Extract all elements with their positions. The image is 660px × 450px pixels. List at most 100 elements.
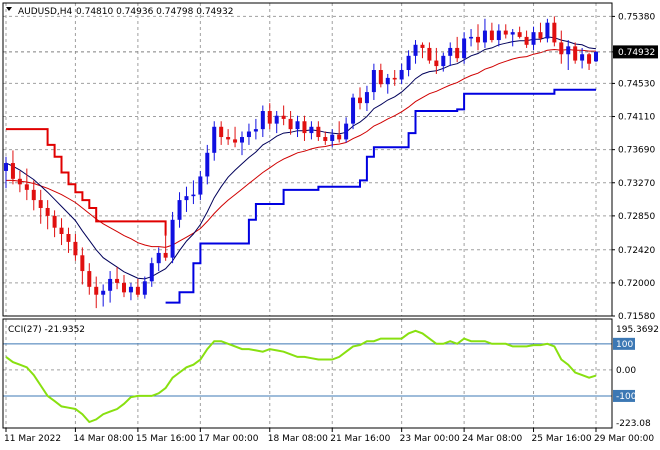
- candle[interactable]: [580, 47, 585, 69]
- candle-body: [122, 282, 126, 293]
- candle[interactable]: [309, 121, 314, 140]
- candle[interactable]: [399, 63, 404, 85]
- candle[interactable]: [462, 32, 467, 64]
- candle[interactable]: [587, 52, 592, 71]
- candle[interactable]: [503, 24, 508, 39]
- candle[interactable]: [378, 63, 383, 88]
- candle[interactable]: [573, 42, 578, 64]
- candle[interactable]: [122, 275, 126, 298]
- candle[interactable]: [10, 150, 15, 185]
- candle[interactable]: [135, 278, 140, 298]
- candle[interactable]: [538, 22, 543, 43]
- candle[interactable]: [288, 111, 293, 135]
- candle[interactable]: [566, 40, 571, 71]
- candle[interactable]: [406, 50, 411, 77]
- candle[interactable]: [448, 42, 453, 67]
- candle[interactable]: [427, 42, 432, 64]
- candle[interactable]: [205, 144, 210, 185]
- chevron-down-icon[interactable]: [6, 7, 12, 11]
- candle[interactable]: [233, 126, 238, 148]
- candle[interactable]: [219, 121, 224, 145]
- candle[interactable]: [177, 192, 182, 228]
- candle[interactable]: [302, 115, 307, 141]
- candle[interactable]: [295, 115, 300, 138]
- candle[interactable]: [101, 284, 106, 307]
- time-axis[interactable]: 11 Mar 2022 14 Mar 08:00 15 Mar 16:00 17 Ma…: [4, 428, 654, 444]
- candle[interactable]: [253, 118, 258, 140]
- candle[interactable]: [274, 111, 279, 134]
- candle[interactable]: [496, 24, 501, 47]
- candle[interactable]: [52, 210, 57, 238]
- candle-body: [559, 42, 564, 55]
- candle[interactable]: [337, 121, 342, 143]
- candle-body: [399, 70, 404, 80]
- candle-body: [149, 263, 154, 282]
- candle[interactable]: [45, 200, 50, 230]
- candle[interactable]: [413, 40, 418, 64]
- candle[interactable]: [73, 234, 78, 261]
- candle-body: [469, 36, 474, 39]
- candle[interactable]: [94, 276, 99, 309]
- candle[interactable]: [316, 121, 321, 141]
- candle-body: [545, 22, 550, 39]
- candle[interactable]: [149, 257, 154, 287]
- candle[interactable]: [323, 131, 328, 145]
- candle[interactable]: [246, 123, 251, 145]
- candle[interactable]: [38, 189, 43, 224]
- candle[interactable]: [80, 247, 85, 285]
- candle[interactable]: [226, 129, 231, 145]
- candle[interactable]: [281, 105, 286, 126]
- candle[interactable]: [524, 30, 529, 48]
- candle[interactable]: [267, 103, 272, 130]
- candle[interactable]: [594, 51, 598, 63]
- candle[interactable]: [170, 211, 175, 264]
- candle[interactable]: [364, 85, 369, 112]
- candle[interactable]: [434, 47, 439, 74]
- candle[interactable]: [531, 26, 536, 51]
- candle[interactable]: [191, 180, 196, 205]
- candle[interactable]: [517, 26, 522, 39]
- candle[interactable]: [128, 282, 133, 301]
- candle[interactable]: [142, 276, 147, 299]
- candle[interactable]: [552, 16, 557, 47]
- candle[interactable]: [559, 30, 564, 64]
- candle[interactable]: [545, 18, 550, 43]
- candle[interactable]: [476, 24, 480, 51]
- candle[interactable]: [482, 18, 487, 48]
- candle[interactable]: [358, 87, 362, 110]
- candle[interactable]: [184, 186, 189, 212]
- cci-axis: 195.3692 100 0.00 -100 -223.08: [613, 325, 659, 429]
- candle-body: [246, 131, 251, 138]
- candle[interactable]: [330, 129, 335, 148]
- candle[interactable]: [163, 234, 168, 261]
- candle[interactable]: [4, 156, 8, 189]
- candle[interactable]: [108, 271, 113, 303]
- candle[interactable]: [455, 36, 460, 63]
- candle[interactable]: [385, 73, 390, 94]
- candle[interactable]: [351, 93, 356, 130]
- candle[interactable]: [371, 63, 376, 100]
- candle[interactable]: [441, 52, 446, 72]
- candle[interactable]: [17, 170, 22, 193]
- candle[interactable]: [66, 227, 71, 253]
- candle[interactable]: [392, 70, 397, 86]
- candle[interactable]: [344, 117, 349, 143]
- candle[interactable]: [115, 267, 120, 290]
- candle[interactable]: [260, 105, 265, 138]
- candle[interactable]: [24, 168, 29, 201]
- candle[interactable]: [510, 29, 515, 47]
- candle-body: [503, 30, 508, 35]
- candle[interactable]: [156, 247, 161, 272]
- candle[interactable]: [469, 29, 474, 47]
- candle[interactable]: [420, 42, 425, 59]
- candle[interactable]: [240, 131, 244, 156]
- candle[interactable]: [59, 218, 64, 246]
- candle[interactable]: [198, 170, 203, 201]
- candle[interactable]: [212, 121, 217, 161]
- candles[interactable]: [4, 16, 598, 309]
- candle[interactable]: [87, 263, 92, 295]
- candle[interactable]: [489, 22, 494, 43]
- time-tick-label: 11 Mar 2022: [4, 434, 61, 444]
- candle[interactable]: [31, 180, 36, 211]
